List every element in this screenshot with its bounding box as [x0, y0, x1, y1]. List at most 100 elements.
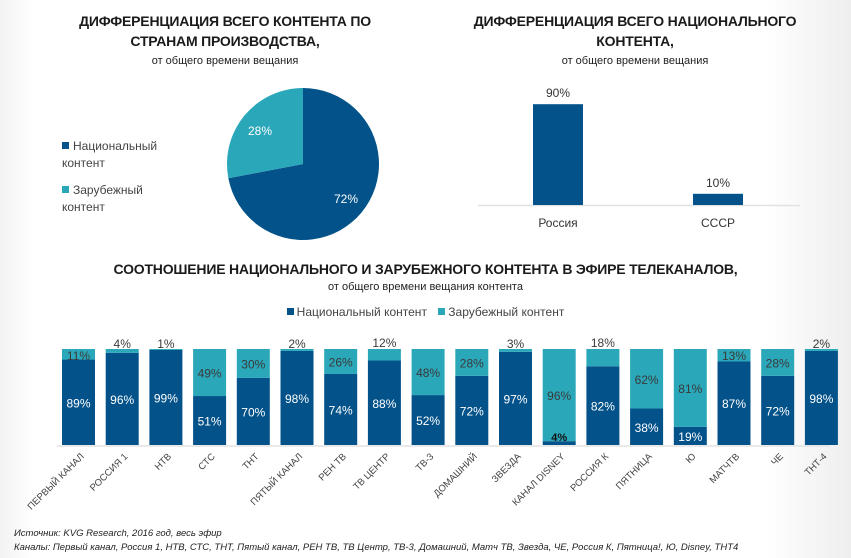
legend-label-line2: контент — [62, 156, 105, 170]
country-title-line1: ДИФФЕРЕНЦИАЦИЯ ВСЕГО НАЦИОНАЛЬНОГО — [473, 13, 797, 29]
channel-label-foreign: 48% — [416, 366, 440, 380]
channel-label-national: 99% — [154, 391, 178, 405]
channel-bar-foreign — [586, 349, 620, 367]
channel-label-national: 96% — [110, 393, 134, 407]
channel-bar-foreign — [324, 349, 358, 374]
channel-category-label: ПЯТЫЙ КАНАЛ — [248, 451, 305, 508]
channel-label-national: 4% — [551, 432, 567, 444]
channel-category-label: ТНТ-4 — [803, 451, 830, 478]
channel-bar-foreign — [673, 349, 707, 427]
legend-label: Зарубежный контент — [448, 305, 565, 319]
channel-bar-national — [673, 426, 707, 445]
channel-category-label: МАТЧТВ — [708, 451, 743, 486]
channel-bar-national — [586, 366, 620, 445]
channel-label-national: 98% — [285, 392, 309, 406]
pie-label-foreign: 28% — [248, 124, 272, 138]
channel-category-label: ТНТ — [241, 451, 262, 472]
pie-label-national: 72% — [334, 192, 358, 206]
channel-category-label: ПЕРВЫЙ КАНАЛ — [25, 451, 87, 513]
pie-title-line2: СТРАНАМ ПРОИЗВОДСТВА, — [130, 33, 320, 49]
channel-bar-national — [62, 359, 95, 445]
channel-bar-national — [367, 360, 401, 445]
country-category-label: Россия — [538, 216, 577, 230]
channel-label-national: 72% — [460, 404, 484, 418]
channel-category-label: ЧЕ — [769, 451, 786, 468]
channel-bar-foreign — [280, 349, 314, 351]
channel-bar-national — [761, 375, 795, 445]
pie-title-line1: ДИФФЕРЕНЦИАЦИЯ ВСЕГО КОНТЕНТА ПО — [79, 13, 371, 29]
channel-label-foreign: 1% — [157, 337, 175, 351]
country-bar-label: 90% — [546, 86, 570, 100]
channel-category-label: КАНАЛ DISNEY — [510, 451, 567, 508]
channel-label-foreign: 2% — [288, 337, 306, 351]
channel-bar-foreign — [411, 349, 445, 396]
channel-bar-foreign — [630, 349, 664, 409]
channel-bar-national — [149, 349, 183, 445]
country-chart-title: ДИФФЕРЕНЦИАЦИЯ ВСЕГО НАЦИОНАЛЬНОГО КОНТЕ… — [450, 11, 820, 51]
channel-bar-foreign — [542, 349, 576, 442]
channel-label-foreign: 12% — [372, 336, 396, 350]
channel-bar-foreign — [717, 349, 751, 362]
channel-bar-national — [324, 373, 358, 445]
channel-category-label: ТВ-3 — [414, 451, 436, 473]
channel-label-foreign: 13% — [722, 349, 746, 363]
channel-bar-foreign — [149, 349, 183, 350]
channel-label-foreign: 26% — [329, 355, 353, 369]
channel-bar-national — [105, 352, 139, 445]
channel-bar-foreign — [236, 349, 270, 378]
channel-label-national: 70% — [241, 405, 265, 419]
channel-category-label: НТВ — [153, 451, 174, 472]
legend-label: Национальный контент — [296, 305, 427, 319]
channel-label-national: 88% — [372, 397, 396, 411]
channel-bar-national — [193, 396, 227, 445]
country-bar — [533, 104, 583, 205]
channels-legend: Национальный контент Зарубежный контент — [0, 305, 851, 319]
channel-label-foreign: 30% — [241, 357, 265, 371]
channel-label-national: 52% — [416, 414, 440, 428]
legend-item-foreign: Зарубежный контент — [438, 305, 564, 319]
channel-bar-foreign — [761, 349, 795, 376]
channel-bar-national — [804, 350, 838, 445]
channel-label-foreign: 49% — [198, 367, 222, 381]
channel-category-label: ПЯТНИЦА — [614, 451, 655, 492]
channel-label-national: 51% — [198, 415, 222, 429]
country-category-label: СССР — [701, 216, 735, 230]
channel-category-label: РОССИЯ К — [569, 451, 612, 494]
footer-source: Источник: KVG Research, 2016 год, весь э… — [14, 528, 222, 539]
channel-bar-foreign — [62, 349, 95, 360]
channel-label-foreign: 11% — [67, 349, 90, 363]
channel-label-foreign: 18% — [591, 336, 615, 350]
channels-chart-title: СООТНОШЕНИЕ НАЦИОНАЛЬНОГО И ЗАРУБЕЖНОГО … — [113, 261, 738, 277]
pie-slice-foreign — [227, 88, 303, 179]
channel-label-foreign: 2% — [813, 337, 831, 351]
channel-bar-foreign — [367, 349, 401, 361]
channel-label-national: 38% — [635, 421, 659, 435]
channel-category-label: ЗВЕЗДА — [490, 451, 524, 485]
channel-category-label: Ю — [684, 451, 699, 466]
channel-label-national: 19% — [678, 430, 702, 444]
legend-label: Зарубежный — [73, 183, 143, 197]
channel-bar-foreign — [804, 349, 838, 351]
channel-label-foreign: 28% — [460, 356, 484, 370]
channel-bar-foreign — [455, 349, 489, 376]
pie-slice-national — [228, 88, 379, 240]
legend-label: Национальный — [73, 139, 158, 153]
channel-bar-foreign — [499, 349, 532, 352]
country-chart-subtitle: от общего времени вещания — [561, 55, 709, 67]
channel-label-national: 74% — [329, 403, 353, 417]
channel-label-national: 82% — [591, 400, 615, 414]
country-title-line2: КОНТЕНТА, — [596, 33, 674, 49]
channel-label-national: 89% — [66, 396, 90, 410]
pie-legend-national: Национальный контент — [62, 138, 157, 172]
country-bar-label: 10% — [706, 176, 730, 190]
legend-swatch-national — [286, 308, 294, 315]
channel-category-label: ТВ ЦЕНТР — [351, 451, 392, 492]
channel-label-national: 87% — [722, 397, 746, 411]
channel-label-national: 98% — [809, 392, 833, 406]
channel-bar-national — [280, 350, 314, 445]
footer-channels: Каналы: Первый канал, Россия 1, НТВ, СТС… — [14, 542, 739, 553]
pie-legend-foreign: Зарубежный контент — [62, 182, 143, 216]
channel-bar-national — [455, 375, 489, 445]
pie-chart-title: ДИФФЕРЕНЦИАЦИЯ ВСЕГО КОНТЕНТА ПО СТРАНАМ… — [40, 11, 410, 51]
channel-bar-foreign — [105, 349, 139, 353]
